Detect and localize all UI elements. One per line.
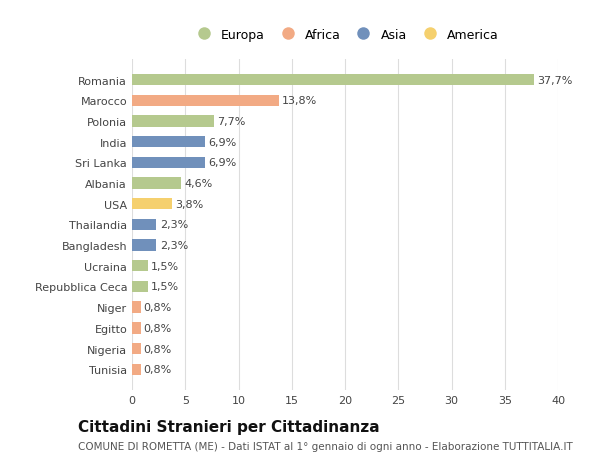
Bar	[132, 116, 214, 127]
Bar	[132, 219, 157, 230]
Text: 6,9%: 6,9%	[209, 137, 237, 147]
Text: 0,8%: 0,8%	[144, 364, 172, 375]
Bar	[132, 343, 140, 354]
Bar	[132, 261, 148, 272]
Text: 4,6%: 4,6%	[184, 179, 212, 189]
Text: 37,7%: 37,7%	[537, 75, 572, 85]
Text: Cittadini Stranieri per Cittadinanza: Cittadini Stranieri per Cittadinanza	[78, 419, 380, 434]
Bar	[132, 302, 140, 313]
Bar	[132, 178, 181, 189]
Text: COMUNE DI ROMETTA (ME) - Dati ISTAT al 1° gennaio di ogni anno - Elaborazione TU: COMUNE DI ROMETTA (ME) - Dati ISTAT al 1…	[78, 441, 573, 451]
Bar	[132, 157, 205, 168]
Bar	[132, 95, 279, 106]
Text: 3,8%: 3,8%	[176, 199, 204, 209]
Bar	[132, 281, 148, 292]
Text: 2,3%: 2,3%	[160, 220, 188, 230]
Text: 6,9%: 6,9%	[209, 158, 237, 168]
Legend: Europa, Africa, Asia, America: Europa, Africa, Asia, America	[188, 26, 502, 44]
Text: 1,5%: 1,5%	[151, 261, 179, 271]
Bar	[132, 323, 140, 334]
Bar	[132, 137, 205, 148]
Bar	[132, 199, 172, 210]
Text: 0,8%: 0,8%	[144, 344, 172, 354]
Bar	[132, 75, 533, 86]
Text: 2,3%: 2,3%	[160, 241, 188, 251]
Text: 0,8%: 0,8%	[144, 323, 172, 333]
Text: 1,5%: 1,5%	[151, 282, 179, 292]
Text: 13,8%: 13,8%	[282, 96, 317, 106]
Bar	[132, 364, 140, 375]
Text: 0,8%: 0,8%	[144, 302, 172, 313]
Bar	[132, 240, 157, 251]
Text: 7,7%: 7,7%	[217, 117, 245, 127]
